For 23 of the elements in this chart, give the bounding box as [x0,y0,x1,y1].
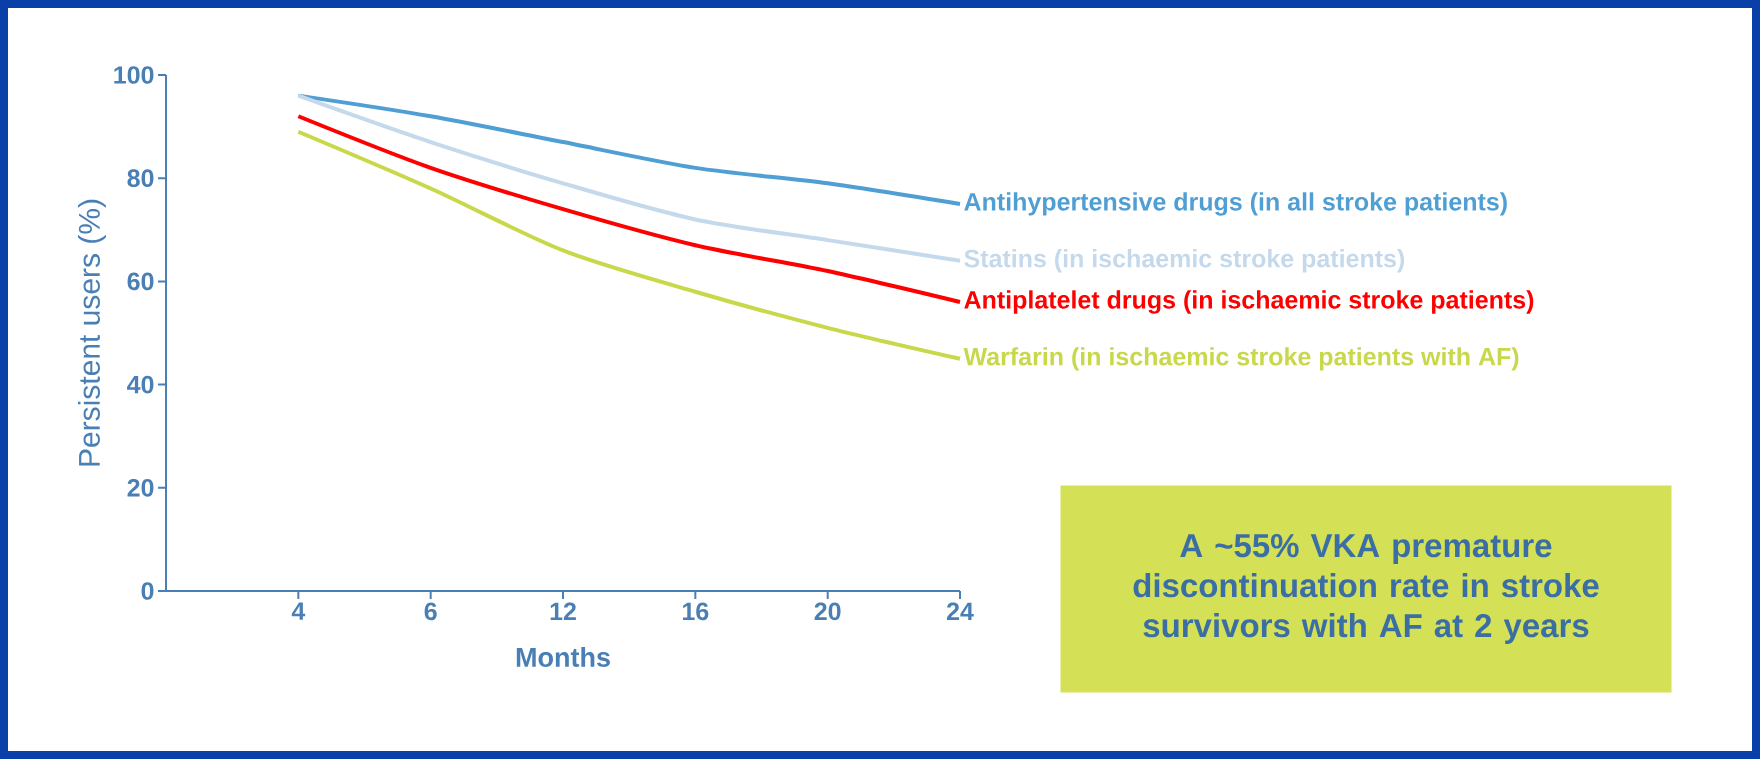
x-tick-label: 20 [814,602,841,621]
series-label: Warfarin (in ischaemic stroke patients with AF) [963,347,1519,371]
series-label: Statins (in ischaemic stroke patients) [964,249,1405,273]
x-axis-title: Months [516,647,610,667]
x-tick-label: 16 [683,602,709,621]
y-axis-title: Persistent users (%) [77,199,106,466]
line-series [296,93,962,263]
y-tick-label: 20 [127,478,154,497]
y-tick-label: 100 [114,66,154,84]
line-series [296,114,962,305]
x-tick-label: 12 [550,602,576,620]
x-tick-label: 24 [946,602,974,620]
y-tick-label: 80 [127,169,154,188]
line-series [296,93,962,206]
y-tick-label: 40 [127,375,154,394]
text: A ~55% VKA premature discontinuation rate in stroke survivors with AF at 2 years [1133,534,1599,644]
y-tick-label: 60 [127,272,154,291]
x-tick-label: 4 [291,602,306,620]
series-label: Antiplatelet drugs (in ischaemic stroke patients) [964,290,1534,314]
line-series [296,129,962,361]
y-tick-label: 0 [141,582,154,600]
series-label: Antihypertensive drugs (in all stroke patients) [964,192,1507,216]
x-tick-label: 6 [424,602,437,621]
